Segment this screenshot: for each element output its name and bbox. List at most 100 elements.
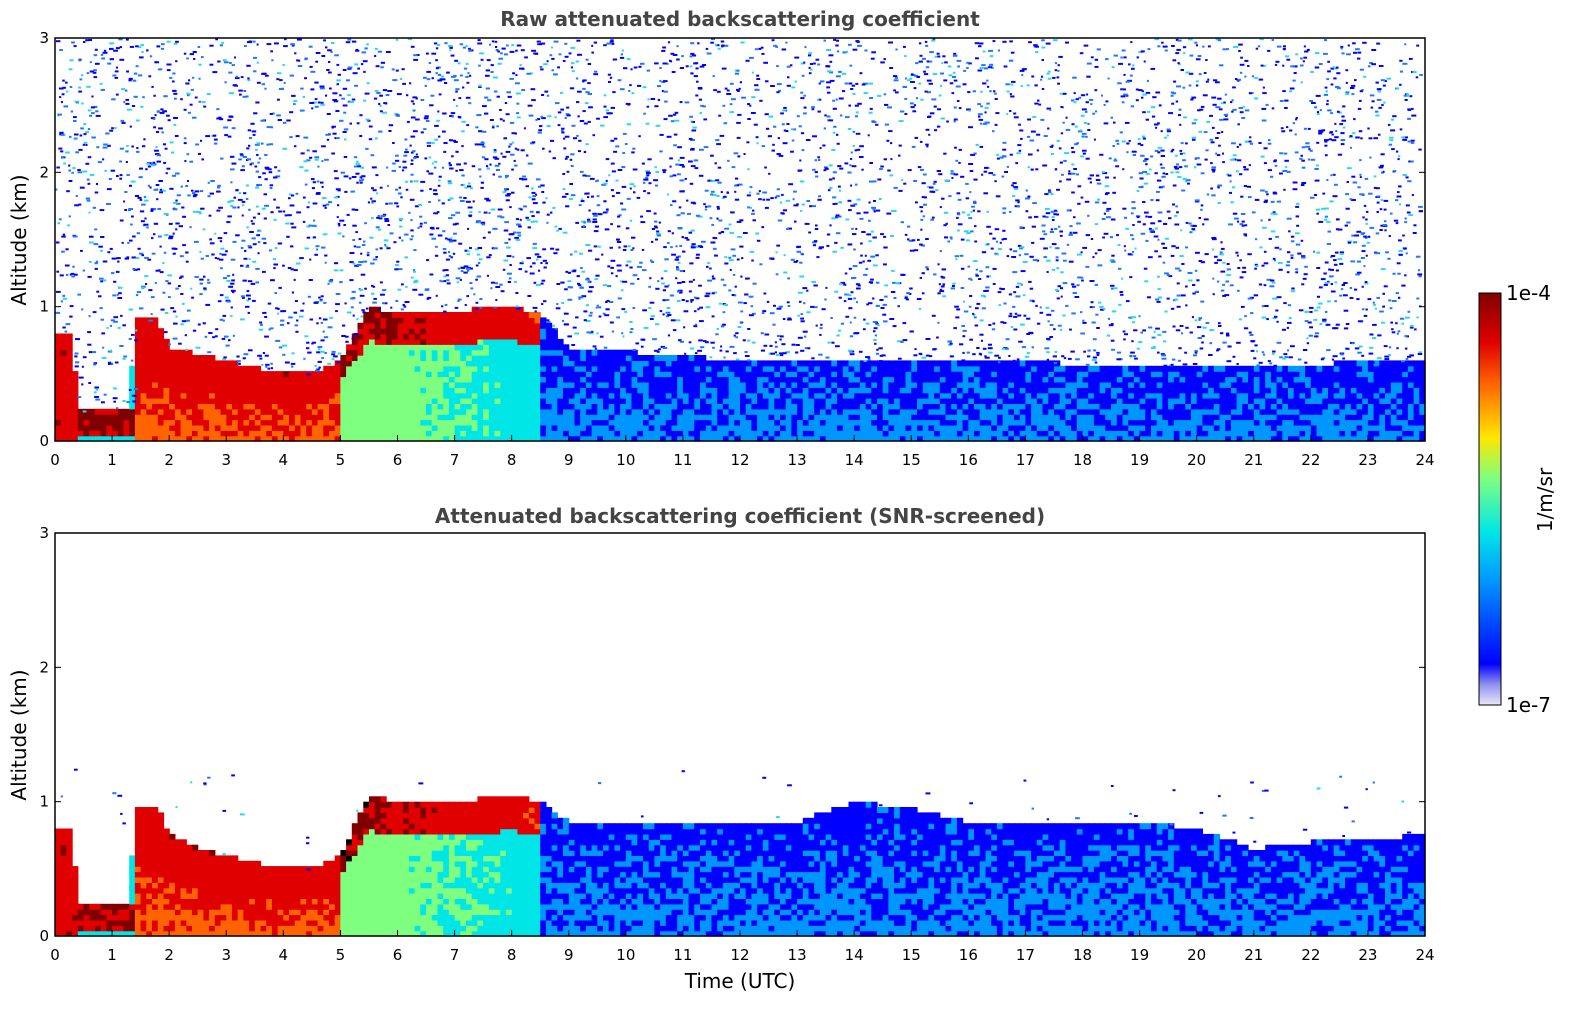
heatmap-cell — [700, 398, 707, 404]
heatmap-cell — [603, 424, 610, 431]
heatmap-cell — [488, 376, 496, 383]
heatmap-cell — [1145, 398, 1152, 404]
heatmap-cell — [1299, 371, 1306, 378]
heatmap-cell — [323, 435, 330, 442]
heatmap-cell — [757, 376, 764, 383]
heatmap-cell — [454, 408, 461, 415]
heatmap-cell — [169, 371, 176, 378]
heatmap-cell — [494, 344, 501, 351]
heatmap-cell — [254, 392, 262, 399]
noise-pixel — [679, 245, 683, 247]
noise-pixel — [495, 227, 498, 230]
heatmap-cell — [214, 371, 222, 378]
heatmap-cell — [66, 371, 73, 378]
noise-pixel — [968, 62, 972, 65]
heatmap-cell — [580, 355, 587, 361]
noise-pixel — [1125, 227, 1130, 230]
noise-pixel — [1415, 76, 1419, 79]
heatmap-cell — [574, 355, 581, 361]
heatmap-cell — [557, 355, 564, 361]
heatmap-cell — [523, 344, 530, 351]
heatmap-cell — [1236, 419, 1243, 426]
heatmap-cell — [700, 408, 707, 415]
noise-pixel — [184, 334, 187, 337]
heatmap-cell — [443, 355, 450, 361]
heatmap-cell — [426, 408, 433, 415]
heatmap-cell — [500, 419, 507, 426]
noise-pixel — [665, 315, 670, 318]
heatmap-cell — [1071, 381, 1078, 388]
heatmap-cell — [426, 328, 433, 335]
heatmap-cell — [882, 403, 889, 410]
heatmap-cell — [403, 333, 410, 340]
noise-pixel — [230, 168, 235, 171]
heatmap-cell — [899, 424, 907, 431]
heatmap-cell — [369, 376, 376, 383]
heatmap-cell — [1402, 414, 1409, 421]
noise-pixel — [320, 181, 324, 184]
heatmap-cell — [157, 403, 165, 410]
heatmap-cell — [369, 381, 376, 388]
heatmap-cell — [431, 403, 438, 410]
heatmap-cell — [545, 344, 553, 351]
heatmap-cell — [1390, 371, 1398, 378]
heatmap-cell — [1002, 360, 1009, 367]
heatmap-cell — [506, 381, 513, 388]
heatmap-cell — [471, 349, 478, 356]
heatmap-cell — [597, 419, 604, 426]
heatmap-cell — [346, 371, 353, 378]
noise-pixel — [410, 219, 413, 222]
heatmap-cell — [665, 376, 673, 383]
heatmap-cell — [643, 376, 650, 383]
heatmap-cell — [871, 430, 878, 437]
heatmap-cell — [774, 371, 781, 378]
heatmap-cell — [837, 392, 844, 399]
heatmap-cell — [380, 387, 387, 394]
heatmap-cell — [722, 419, 730, 426]
heatmap-cell — [414, 381, 421, 388]
noise-pixel — [1145, 239, 1149, 242]
heatmap-cell — [540, 403, 547, 410]
heatmap-cell — [1128, 387, 1135, 394]
heatmap-cell — [1145, 381, 1152, 388]
noise-pixel — [533, 281, 537, 284]
heatmap-cell — [1316, 435, 1323, 442]
noise-pixel — [489, 119, 494, 121]
noise-pixel — [697, 308, 700, 311]
heatmap-cell — [466, 349, 473, 356]
noise-pixel — [1040, 118, 1045, 121]
heatmap-cell — [363, 398, 370, 404]
heatmap-cell — [1156, 403, 1163, 410]
heatmap-cell — [477, 381, 484, 388]
noise-pixel — [1292, 79, 1296, 82]
noise-pixel — [112, 397, 118, 400]
noise-pixel — [870, 57, 875, 60]
heatmap-cell — [591, 355, 598, 361]
noise-pixel — [1393, 170, 1397, 173]
heatmap-cell — [808, 392, 815, 399]
heatmap-cell — [523, 360, 530, 367]
heatmap-cell — [437, 424, 444, 431]
noise-pixel — [902, 339, 908, 342]
heatmap-cell — [762, 430, 770, 437]
heatmap-cell — [1048, 387, 1055, 394]
heatmap-cell — [1396, 435, 1403, 442]
heatmap-cell — [1322, 430, 1329, 437]
noise-pixel — [1224, 294, 1230, 297]
heatmap-cell — [1350, 414, 1358, 421]
heatmap-cell — [460, 381, 467, 388]
heatmap-cell — [780, 392, 787, 399]
noise-pixel — [622, 132, 627, 135]
noise-pixel — [172, 310, 177, 313]
heatmap-cell — [545, 392, 553, 399]
noise-pixel — [1358, 130, 1363, 133]
heatmap-cell — [369, 424, 376, 431]
heatmap-cell — [289, 387, 296, 394]
heatmap-cell — [968, 392, 975, 399]
heatmap-cell — [466, 328, 473, 335]
noise-pixel — [355, 162, 360, 165]
heatmap-cell — [203, 365, 210, 372]
heatmap-cell — [443, 312, 450, 318]
heatmap-cell — [169, 424, 176, 431]
heatmap-cell — [1042, 376, 1049, 383]
